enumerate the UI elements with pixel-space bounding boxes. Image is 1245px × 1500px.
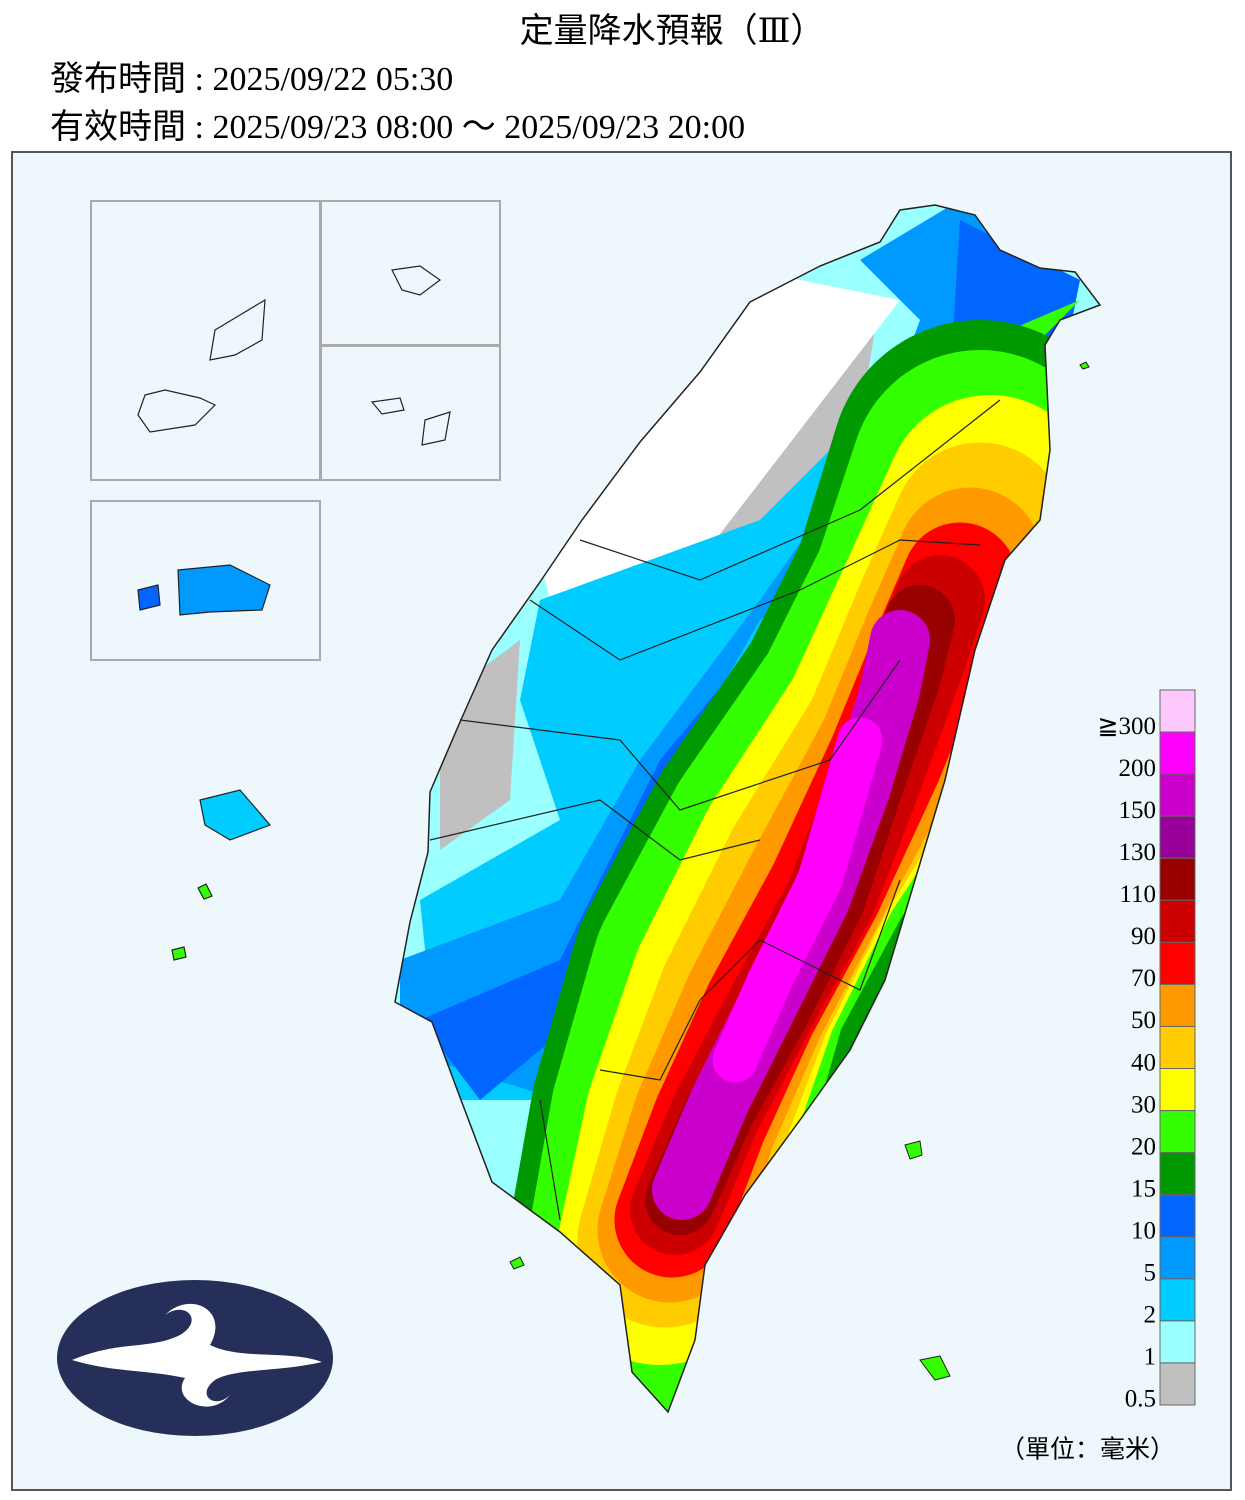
legend-swatch	[1159, 1236, 1196, 1280]
legend: ≧300 200 150 130 110 90 70 50 40 30 20 15 10 5 2 1 0.5	[1098, 689, 1196, 1413]
legend-label: 150	[1119, 797, 1157, 824]
legend-label: 10	[1131, 1217, 1156, 1244]
legend-swatch	[1159, 857, 1196, 901]
inset-islands	[137, 265, 451, 961]
legend-label: 15	[1131, 1175, 1156, 1202]
legend-swatch	[1159, 983, 1196, 1027]
legend-label: 200	[1119, 755, 1157, 782]
legend-swatch	[1159, 773, 1196, 817]
county-borders	[429, 399, 1001, 1221]
legend-label: ≧300	[1098, 713, 1156, 740]
unit-label: （單位：毫米）	[1000, 1436, 1175, 1464]
legend-swatch	[1159, 1025, 1196, 1070]
legend-label: 30	[1131, 1091, 1156, 1118]
legend-swatch	[1159, 1110, 1196, 1154]
title: 定量降水預報（Ⅲ）	[520, 12, 825, 50]
legend-label: 130	[1119, 839, 1157, 866]
legend-label: 50	[1131, 1007, 1156, 1034]
legend-swatch	[1159, 1320, 1196, 1364]
legend-label: 40	[1131, 1049, 1156, 1076]
legend-label: 20	[1131, 1133, 1156, 1160]
legend-label: 90	[1131, 923, 1156, 950]
legend-swatch	[1159, 899, 1196, 943]
legend-label: 5	[1144, 1260, 1157, 1287]
issue-time: 發布時間 : 2025/09/22 05:30	[50, 60, 453, 98]
legend-swatch	[1159, 1152, 1196, 1196]
valid-time: 有效時間 : 2025/09/23 08:00 ～ 2025/09/23 20:…	[50, 108, 745, 146]
legend-swatch	[1159, 815, 1196, 859]
legend-label: 2	[1144, 1302, 1157, 1329]
cwa-logo	[57, 1280, 333, 1436]
islets	[509, 361, 1090, 1381]
legend-swatch	[1159, 689, 1196, 733]
legend-swatch	[1159, 1194, 1196, 1238]
insets	[90, 200, 501, 661]
taiwan-outline	[394, 204, 1102, 1414]
legend-swatch	[1159, 1362, 1196, 1406]
legend-label: 70	[1131, 965, 1156, 992]
legend-swatch	[1159, 731, 1196, 775]
legend-swatch	[1159, 1068, 1196, 1112]
legend-label: 0.5	[1125, 1386, 1156, 1413]
legend-label: 110	[1119, 881, 1156, 908]
legend-swatch	[1159, 1278, 1196, 1322]
legend-label: 1	[1144, 1344, 1157, 1371]
legend-swatch	[1159, 941, 1196, 985]
